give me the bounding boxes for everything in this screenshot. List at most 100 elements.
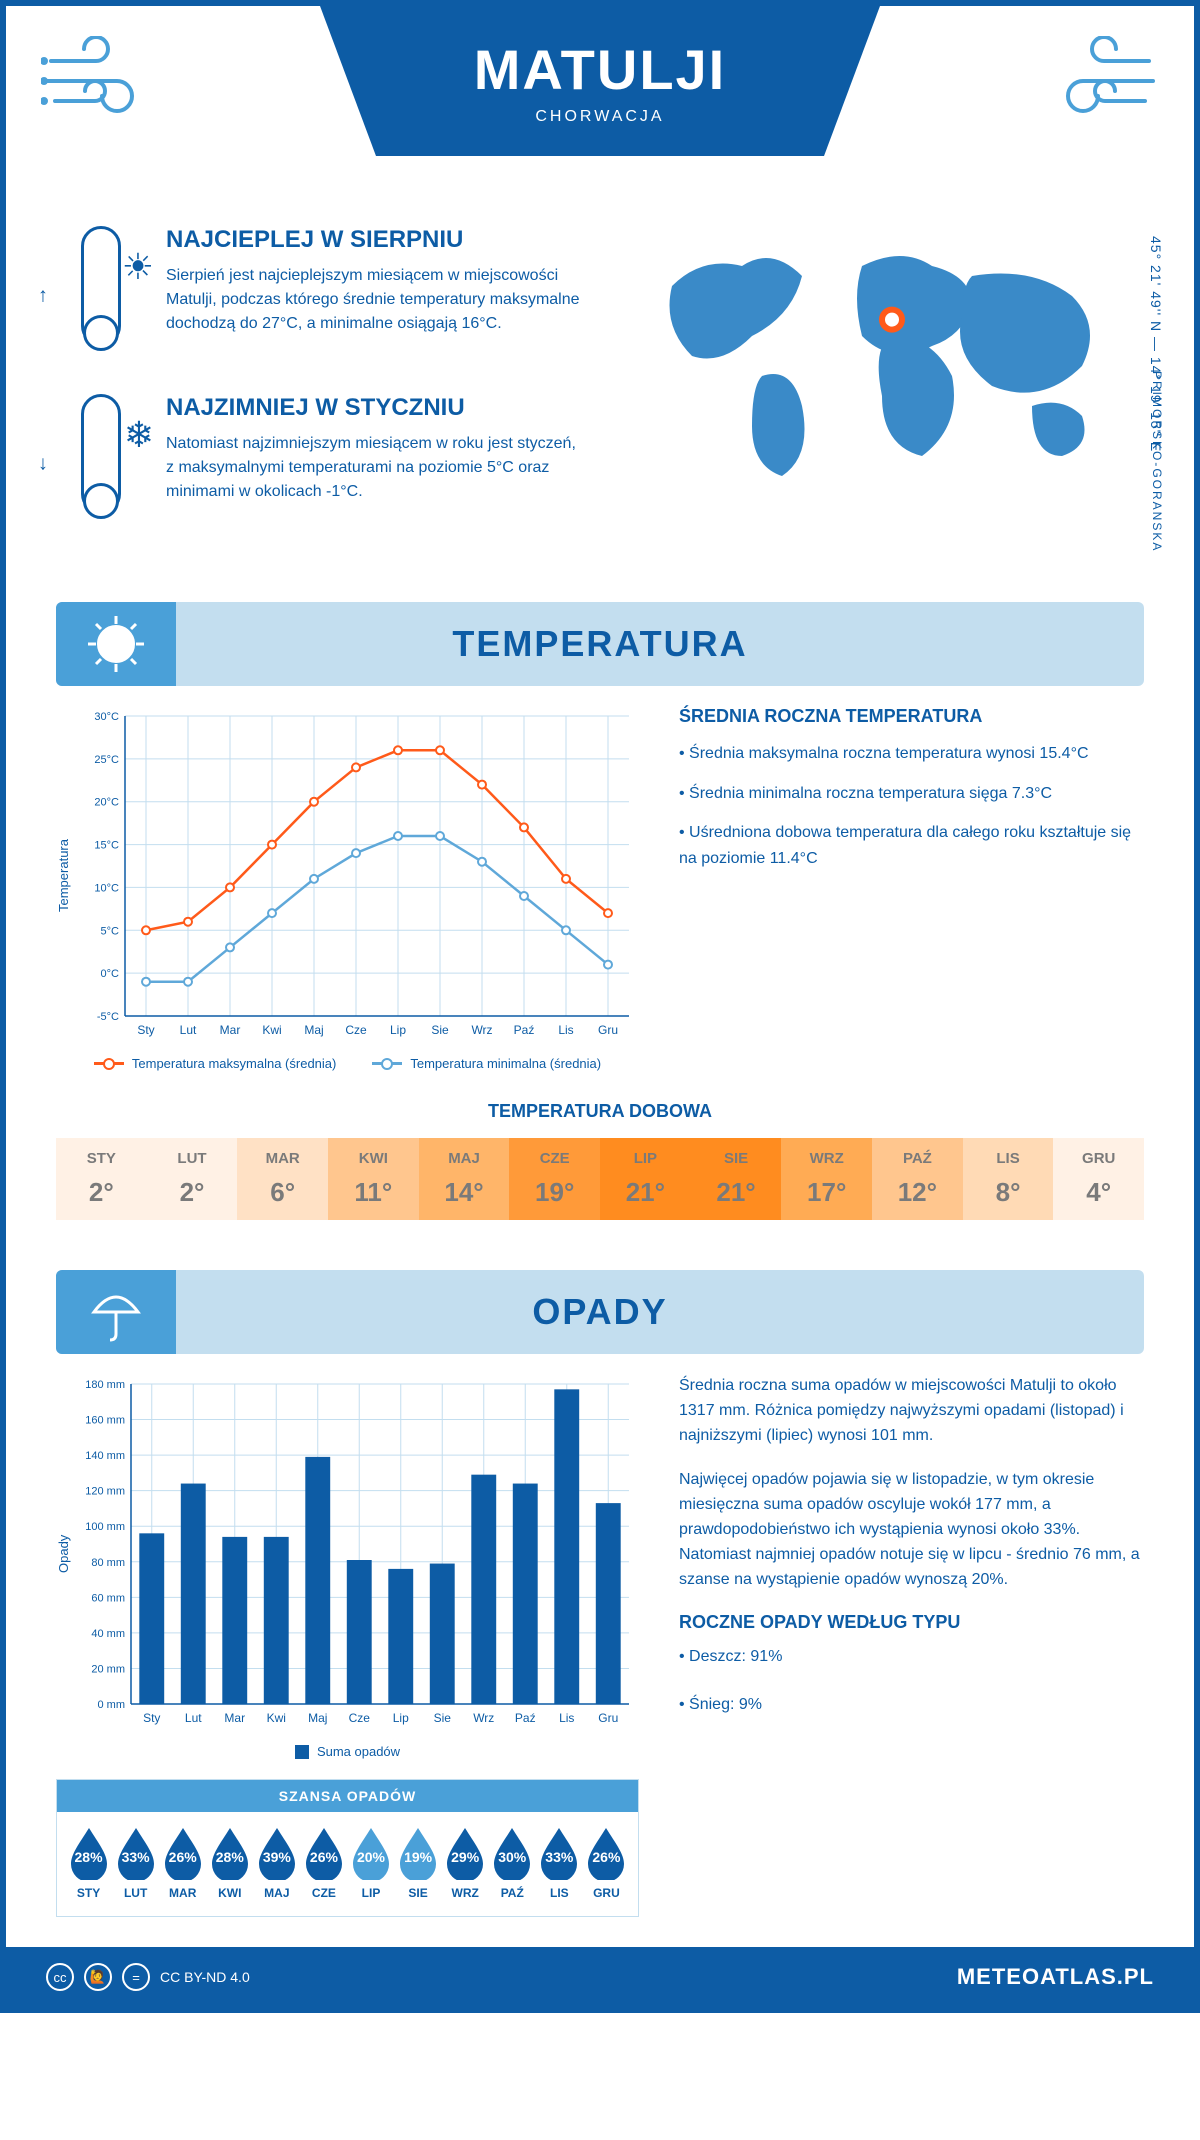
svg-text:Cze: Cze — [349, 1711, 371, 1725]
svg-text:30°C: 30°C — [94, 711, 119, 723]
site-name: METEOATLAS.PL — [957, 1964, 1154, 1990]
precipitation-chart: 0 mm 20 mm 40 mm 60 mm 80 mm 100 mm 120 mm 140 … — [79, 1374, 639, 1734]
chance-table: SZANSA OPADÓW 28%STY33%LUT26%MAR28%KWI39… — [56, 1779, 639, 1917]
svg-text:Kwi: Kwi — [262, 1023, 281, 1037]
precip-legend: Suma opadów — [56, 1744, 639, 1759]
svg-text:25°C: 25°C — [94, 754, 119, 766]
svg-text:Lip: Lip — [390, 1023, 406, 1037]
svg-text:40 mm: 40 mm — [91, 1628, 125, 1640]
chance-cell: 28%KWI — [206, 1826, 253, 1900]
daily-temp-cell: GRU4° — [1053, 1138, 1144, 1220]
precip-para-2: Najwięcej opadów pojawia się w listopadz… — [679, 1468, 1144, 1592]
page-subtitle: CHORWACJA — [535, 108, 664, 126]
footer: cc 🙋 = CC BY-ND 4.0 METEOATLAS.PL — [6, 1947, 1194, 2007]
svg-text:Sie: Sie — [434, 1711, 452, 1725]
header: MATULJI CHORWACJA — [6, 6, 1194, 206]
daily-temp-cell: CZE19° — [509, 1138, 600, 1220]
svg-text:Lip: Lip — [393, 1711, 409, 1725]
by-icon: 🙋 — [84, 1963, 112, 1991]
chance-cell: 26%GRU — [583, 1826, 630, 1900]
svg-text:Wrz: Wrz — [473, 1711, 494, 1725]
section-header-temperature: TEMPERATURA — [56, 602, 1144, 686]
chance-cell: 39%MAJ — [253, 1826, 300, 1900]
svg-text:120 mm: 120 mm — [85, 1486, 125, 1498]
daily-temp-cell: MAJ14° — [419, 1138, 510, 1220]
svg-text:60 mm: 60 mm — [91, 1592, 125, 1604]
precip-by-type-title: ROCZNE OPADY WEDŁUG TYPU — [679, 1612, 1144, 1633]
legend-max: Temperatura maksymalna (średnia) — [132, 1056, 336, 1071]
svg-text:Sie: Sie — [431, 1023, 449, 1037]
svg-text:Wrz: Wrz — [471, 1023, 492, 1037]
section-header-precipitation: OPADY — [56, 1270, 1144, 1354]
thermometer-sun-icon: ☀↑ — [56, 226, 146, 366]
daily-temp-cell: KWI11° — [328, 1138, 419, 1220]
chance-cell: 33%LIS — [536, 1826, 583, 1900]
world-map — [620, 226, 1144, 486]
thermometer-snow-icon: ❄↓ — [56, 394, 146, 534]
precip-type-item: • Deszcz: 91% — [679, 1643, 1144, 1670]
svg-text:Lis: Lis — [559, 1711, 574, 1725]
svg-text:Mar: Mar — [224, 1711, 245, 1725]
temp-bullets: • Średnia maksymalna roczna temperatura … — [679, 741, 1144, 871]
svg-text:Lis: Lis — [558, 1023, 573, 1037]
daily-temp-cell: LIS8° — [963, 1138, 1054, 1220]
daily-temp-cell: MAR6° — [237, 1138, 328, 1220]
svg-text:10°C: 10°C — [94, 882, 119, 894]
svg-text:80 mm: 80 mm — [91, 1557, 125, 1569]
svg-text:Mar: Mar — [220, 1023, 241, 1037]
svg-text:Gru: Gru — [598, 1023, 618, 1037]
legend-precip: Suma opadów — [317, 1744, 400, 1759]
temp-side-title: ŚREDNIA ROCZNA TEMPERATURA — [679, 706, 1144, 727]
umbrella-icon — [86, 1282, 146, 1342]
chance-cell: 20%LIP — [347, 1826, 394, 1900]
cc-icon: cc — [46, 1963, 74, 1991]
section-title-temperature: TEMPERATURA — [452, 623, 747, 665]
region-label: PRIMORSKO-GORANSKA — [1150, 371, 1164, 552]
chance-cell: 26%MAR — [159, 1826, 206, 1900]
chance-cell: 19%SIE — [395, 1826, 442, 1900]
precip-type-item: • Śnieg: 9% — [679, 1691, 1144, 1718]
svg-text:Kwi: Kwi — [267, 1711, 286, 1725]
temp-bullet: • Średnia minimalna roczna temperatura s… — [679, 781, 1144, 807]
svg-text:100 mm: 100 mm — [85, 1521, 125, 1533]
section-title-precipitation: OPADY — [532, 1291, 667, 1333]
svg-text:0 mm: 0 mm — [98, 1699, 126, 1711]
svg-text:20 mm: 20 mm — [91, 1663, 125, 1675]
legend-min: Temperatura minimalna (średnia) — [410, 1056, 601, 1071]
daily-temp-title: TEMPERATURA DOBOWA — [56, 1101, 1144, 1122]
svg-text:Gru: Gru — [598, 1711, 618, 1725]
svg-text:Paź: Paź — [514, 1023, 535, 1037]
chance-cell: 28%STY — [65, 1826, 112, 1900]
daily-temp-cell: WRZ17° — [781, 1138, 872, 1220]
fact-cold-title: NAJZIMNIEJ W STYCZNIU — [166, 394, 580, 422]
svg-text:Lut: Lut — [180, 1023, 197, 1037]
fact-cold-text: Natomiast najzimniejszym miesiącem w rok… — [166, 432, 580, 504]
svg-text:180 mm: 180 mm — [85, 1379, 125, 1391]
svg-text:20°C: 20°C — [94, 797, 119, 809]
daily-temp-cell: LIP21° — [600, 1138, 691, 1220]
temp-y-axis-label: Temperatura — [56, 706, 71, 1046]
nd-icon: = — [122, 1963, 150, 1991]
svg-text:0°C: 0°C — [101, 968, 120, 980]
fact-hot-title: NAJCIEPLEJ W SIERPNIU — [166, 226, 580, 254]
temp-legend: Temperatura maksymalna (średnia) Tempera… — [56, 1056, 639, 1071]
svg-text:140 mm: 140 mm — [85, 1450, 125, 1462]
license-text: CC BY-ND 4.0 — [160, 1969, 250, 1985]
precip-para-1: Średnia roczna suma opadów w miejscowośc… — [679, 1374, 1144, 1448]
map-marker — [882, 310, 902, 330]
chance-cell: 29%WRZ — [442, 1826, 489, 1900]
svg-text:Sty: Sty — [143, 1711, 160, 1725]
daily-temp-cell: STY2° — [56, 1138, 147, 1220]
temp-bullet: • Średnia maksymalna roczna temperatura … — [679, 741, 1144, 767]
wind-icon — [41, 36, 141, 142]
precip-y-axis-label: Opady — [56, 1374, 71, 1734]
daily-temp-row: STY2°LUT2°MAR6°KWI11°MAJ14°CZE19°LIP21°S… — [56, 1138, 1144, 1220]
svg-text:Lut: Lut — [185, 1711, 202, 1725]
temp-bullet: • Uśredniona dobowa temperatura dla całe… — [679, 820, 1144, 871]
fact-hot-text: Sierpień jest najcieplejszym miesiącem w… — [166, 264, 580, 336]
wind-icon — [1059, 36, 1159, 142]
fact-coldest: ❄↓ NAJZIMNIEJ W STYCZNIU Natomiast najzi… — [56, 394, 580, 534]
chance-cell: 33%LUT — [112, 1826, 159, 1900]
svg-text:Paź: Paź — [515, 1711, 536, 1725]
fact-hottest: ☀↑ NAJCIEPLEJ W SIERPNIU Sierpień jest n… — [56, 226, 580, 366]
